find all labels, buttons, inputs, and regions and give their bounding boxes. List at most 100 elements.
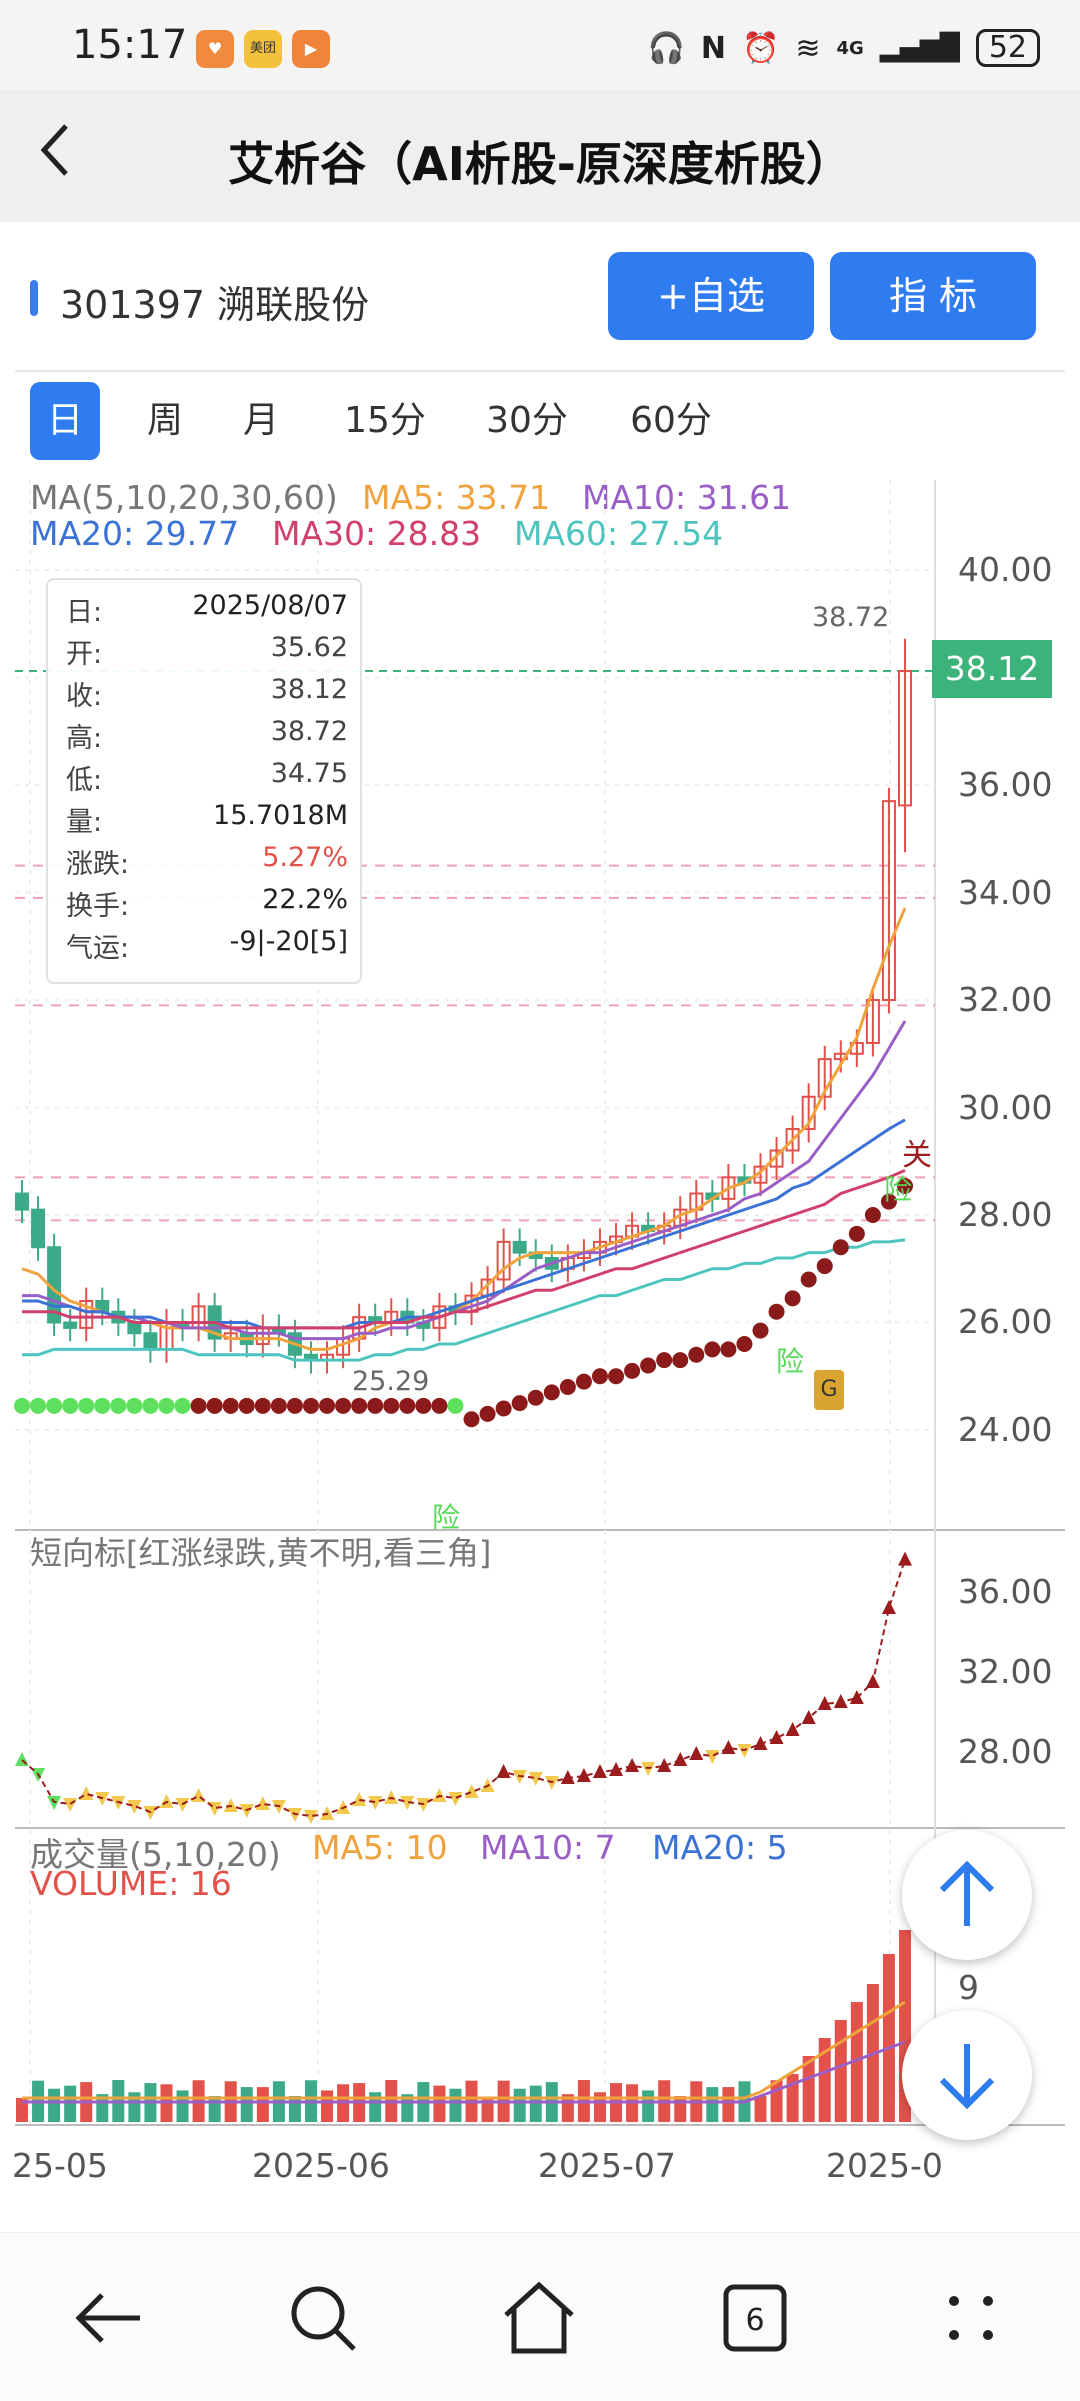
nav-tabs-button[interactable]: 6 — [710, 2273, 800, 2363]
tab-day[interactable]: 日 — [30, 382, 100, 460]
y-tick: 30.00 — [958, 1088, 1053, 1127]
volume-value: VOLUME: 16 — [30, 1864, 232, 1903]
volume-bar — [850, 2002, 863, 2122]
trend-triangle — [368, 1796, 383, 1810]
signal-dot — [14, 1397, 30, 1414]
signal-dot — [800, 1271, 817, 1288]
scroll-down-button[interactable] — [902, 2010, 1032, 2140]
play-app-icon: ▶ — [292, 30, 330, 68]
nfc-icon: N — [700, 30, 727, 66]
volume-bar — [754, 2096, 767, 2122]
volume-bar — [722, 2087, 735, 2122]
nav-menu-button[interactable] — [926, 2273, 1016, 2363]
signal-dot — [222, 1397, 239, 1414]
trend-triangle — [303, 1810, 318, 1824]
volume-bar — [818, 2038, 831, 2122]
trend-triangle — [625, 1758, 640, 1772]
signal-dot — [94, 1397, 111, 1414]
info-box: 日: 2025/08/07 开: 35.62 收: 38.12 高: 38.72 低: 3… — [46, 578, 362, 984]
trend-triangle — [657, 1758, 672, 1772]
signal-dot — [30, 1397, 47, 1414]
indicator-button[interactable]: 指 标 — [830, 252, 1036, 340]
volume-bar — [433, 2085, 446, 2122]
signal-dot — [238, 1397, 255, 1414]
nav-search-button[interactable] — [278, 2273, 368, 2363]
candle-body — [817, 1058, 832, 1098]
signal-dot — [832, 1239, 849, 1256]
trend-triangle — [528, 1772, 543, 1786]
candle-body — [512, 1240, 527, 1254]
dots-menu-icon — [949, 2296, 993, 2340]
signal-risk-label: 险 — [884, 1173, 913, 1206]
volume-bar — [802, 2056, 815, 2122]
candle-body — [769, 1149, 784, 1168]
volume-bar — [834, 2020, 847, 2122]
back-button[interactable] — [36, 120, 76, 195]
candle-body — [898, 670, 912, 807]
signal-dot — [816, 1258, 833, 1275]
y-tick: 26.00 — [958, 1302, 1053, 1341]
signal-risk-label: 险 — [432, 1501, 461, 1534]
tabs-count-icon: 6 — [723, 2284, 787, 2352]
volume-bar — [674, 2096, 687, 2122]
y-tick: 24.00 — [958, 1410, 1053, 1449]
volume-bar — [481, 2097, 494, 2122]
signal-dot — [752, 1322, 769, 1339]
signal-dot — [688, 1346, 705, 1363]
signal-dot — [495, 1400, 512, 1417]
x-tick: 25-05 — [12, 2146, 108, 2185]
sub-y-tick: 28.00 — [958, 1732, 1053, 1771]
vol-ma10: MA10: 7 — [480, 1828, 616, 1867]
chevron-left-icon — [40, 124, 68, 176]
candle-body — [63, 1321, 78, 1329]
tab-week[interactable]: 周 — [146, 400, 183, 441]
kline-chart[interactable] — [0, 470, 1080, 2170]
high-price-label: 38.72 — [812, 602, 890, 633]
signal-dot — [302, 1397, 319, 1414]
info-row-turnover: 换手: 22.2% — [66, 884, 348, 922]
signal-dot — [704, 1341, 721, 1358]
info-row-high: 高: 38.72 — [66, 716, 348, 754]
status-icons: 🎧 N ⏰ ≋ 4G ▂▄▆█ 52 — [648, 26, 1040, 70]
stock-row: 301397 溯联股份 +自选 指 标 — [0, 222, 1080, 372]
trend-triangle — [721, 1740, 736, 1754]
vol-ma5-line — [22, 2000, 906, 2100]
status-time: 15:17 — [72, 22, 188, 68]
trend-triangle — [255, 1796, 270, 1810]
low-price-label: 25.29 — [352, 1366, 430, 1397]
arrow-left-icon — [75, 2293, 140, 2343]
signal-dot — [399, 1397, 416, 1414]
signal-dot — [656, 1352, 673, 1369]
signal-dot — [431, 1397, 448, 1414]
svg-text:6: 6 — [745, 2303, 764, 2338]
trend-triangle — [881, 1600, 896, 1614]
scroll-up-button[interactable] — [902, 1830, 1032, 1960]
signal-dot — [784, 1290, 801, 1307]
trend-triangle — [769, 1730, 784, 1744]
tab-15min[interactable]: 15分 — [344, 400, 426, 441]
ma5-line — [21, 907, 907, 1351]
info-row-volume: 量: 15.7018M — [66, 800, 348, 838]
signal-dot — [479, 1405, 496, 1422]
nav-home-button[interactable] — [494, 2273, 584, 2363]
tab-month[interactable]: 月 — [242, 400, 279, 441]
signal-dot — [463, 1411, 480, 1428]
volume-title: 成交量(5,10,20) — [30, 1835, 281, 1874]
trend-triangle — [673, 1752, 688, 1766]
signal-dot — [126, 1397, 143, 1414]
volume-bar — [882, 1954, 895, 2122]
page-title: 艾析谷（AI析股-原深度析股） — [228, 137, 852, 191]
arrow-up-icon — [939, 1860, 995, 1926]
add-watchlist-button[interactable]: +自选 — [608, 252, 814, 340]
ma10-line — [22, 1020, 907, 1341]
tab-60min[interactable]: 60分 — [630, 400, 712, 441]
ma30-legend: MA30: 28.83 — [272, 514, 482, 553]
signal-dot — [608, 1368, 625, 1385]
signal-dot — [270, 1397, 287, 1414]
volume-bar — [240, 2087, 253, 2122]
signal-dot — [864, 1207, 881, 1223]
candle-body — [143, 1332, 158, 1351]
tab-30min[interactable]: 30分 — [486, 400, 568, 441]
signal-dot — [897, 1177, 913, 1194]
nav-back-button[interactable] — [62, 2273, 152, 2363]
